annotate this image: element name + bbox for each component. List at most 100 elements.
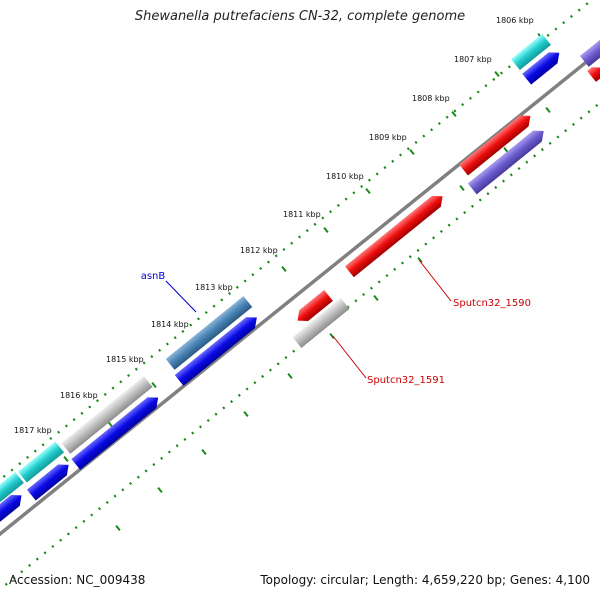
outer-ring-dot [228, 292, 232, 296]
inner-ring-dot [595, 103, 599, 108]
outer-ring-dot [181, 329, 185, 333]
gene-cyan-edge [0, 471, 24, 509]
inner-ring-dot [346, 305, 350, 309]
inner-ring-dot [432, 236, 436, 240]
outer-ring-dot [329, 210, 333, 214]
kbp-label: 1812 kbp [240, 246, 278, 255]
outer-ring-dot [499, 71, 504, 75]
inner-ring-dot [35, 557, 39, 561]
inner-ring-dot [222, 406, 226, 410]
outer-ring-dot [57, 430, 61, 434]
gene-gray-1591 [292, 298, 350, 348]
kbp-label: 1806 kbp [496, 16, 534, 25]
gene-red-1809 [459, 115, 531, 176]
kbp-major-tick [63, 456, 69, 462]
outer-ring-dot [259, 266, 263, 270]
gene-cyan-1806 [511, 33, 551, 71]
inner-ring-dot [261, 374, 265, 378]
inner-ring-dot [214, 412, 218, 416]
inner-ring-dot [463, 211, 467, 215]
gene-gray-1816 [61, 376, 153, 454]
outer-ring-dot [367, 178, 371, 182]
outer-ring-dot [266, 260, 270, 264]
outer-ring-dot [150, 355, 154, 359]
kbp-label: 1813 kbp [195, 283, 233, 292]
outer-ring-dot [49, 436, 53, 441]
kbp-label-group: 1806 kbp 1807 kbp 1808 kbp 1809 kbp 1810 kbp… [14, 16, 543, 462]
kbp-major-tick [494, 71, 500, 77]
inner-ring-dot [144, 469, 148, 473]
gene-blue-1806 [522, 52, 560, 85]
inner-ring-dot [292, 349, 296, 353]
inner-ring-dot [525, 160, 529, 164]
kbp-label: 1808 kbp [412, 94, 450, 103]
inner-ring-dot [556, 135, 560, 139]
asnb-label[interactable]: asnB [141, 271, 166, 282]
inner-ring-dot [447, 223, 451, 227]
outer-ring-dot [414, 140, 418, 144]
outer-ring-dot [383, 166, 387, 170]
kbp-major-tick [323, 227, 329, 233]
inner-ring-dot [571, 122, 575, 126]
inner-ring-dot [28, 563, 32, 567]
outer-ring-dot [406, 147, 410, 151]
inner-ring-dot [167, 450, 171, 454]
inner-ring-dot [362, 292, 366, 297]
inner-ring-dot [43, 551, 47, 555]
gene-blue-edge [0, 495, 22, 527]
gene-lavender-edge [579, 37, 600, 67]
outer-ring-dot [10, 468, 14, 472]
outer-ring-dot [297, 235, 302, 239]
inner-ring-dot [276, 362, 280, 366]
outer-ring-dot [554, 27, 558, 31]
outer-ring-dot [546, 33, 550, 37]
outer-ring-dot [352, 191, 356, 195]
inner-ring-dot [268, 368, 272, 372]
outer-ring-dot [445, 115, 449, 119]
inner-ring-dot [191, 431, 195, 435]
inner-ring-dot [439, 229, 443, 234]
outer-ring-dot [251, 273, 255, 277]
outer-ring-dot [321, 216, 325, 220]
gene-blue-1816 [71, 397, 159, 470]
outer-ring-dot [476, 90, 480, 94]
inner-ring-dot [478, 198, 482, 202]
kbp-label: 1807 kbp [454, 55, 492, 64]
outer-ring-dot [142, 361, 146, 365]
outer-ring-dot [80, 411, 84, 415]
inner-ring-dot [198, 425, 203, 429]
outer-ring-dot [344, 197, 348, 201]
outer-ring-dot [391, 159, 395, 163]
outer-ring-dot [33, 449, 37, 453]
inner-ring-dot [455, 217, 459, 221]
outer-ring-dot [282, 247, 286, 252]
inner-ring-dot [12, 576, 16, 580]
sputcn1591-label[interactable]: Sputcn32_1591 [367, 375, 445, 386]
inner-ring-dot [160, 456, 164, 460]
inner-ring-dot [206, 418, 210, 423]
kbp-label: 1811 kbp [283, 210, 321, 219]
inner-ring-dot [416, 248, 420, 252]
outer-ring-dot [204, 310, 208, 315]
outer-ring-dot [235, 285, 239, 289]
outer-ring-dot [196, 317, 201, 321]
kbp-label: 1814 kbp [151, 320, 189, 329]
inner-ring-dot [245, 387, 249, 391]
inner-ring-dot [59, 538, 63, 542]
inner-ring-dot [369, 286, 373, 290]
outer-ring-dot [507, 65, 511, 69]
outer-ring-dot [569, 14, 573, 18]
gene-red-1591 [297, 289, 333, 321]
outer-ring-dot [165, 342, 169, 346]
inner-ring-dot [408, 255, 412, 259]
inner-ring-dot [152, 463, 156, 467]
inner-ring-dot [253, 381, 257, 385]
inner-ring-dot [501, 179, 506, 183]
outer-ring-dot [360, 184, 364, 189]
genome-backbone [0, 48, 600, 537]
sputcn1590-label[interactable]: Sputcn32_1590 [453, 298, 531, 309]
outer-ring-dot [453, 109, 457, 113]
inner-major-tick [329, 333, 335, 339]
kbp-major-tick [365, 188, 371, 194]
